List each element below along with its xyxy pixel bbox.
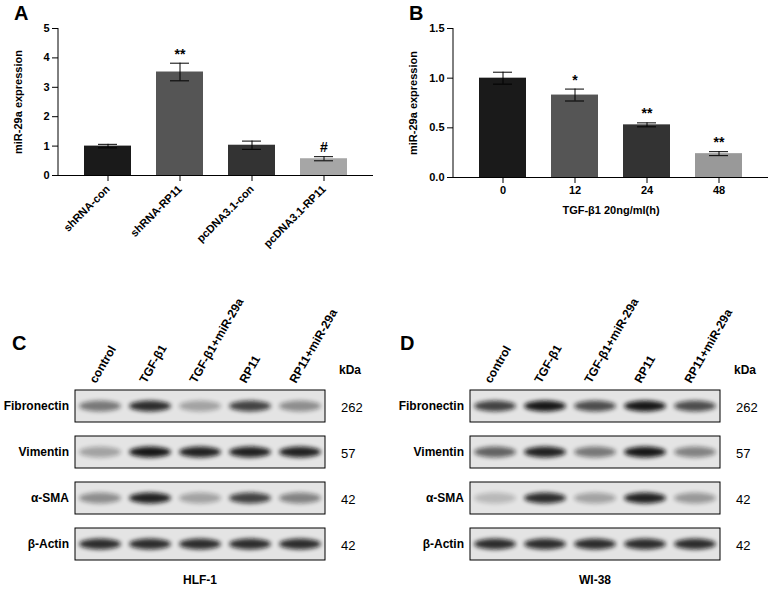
svg-text:48: 48: [713, 184, 725, 196]
svg-text:0: 0: [500, 184, 506, 196]
svg-text:24: 24: [641, 184, 654, 196]
svg-text:1.5: 1.5: [429, 22, 444, 34]
svg-text:1: 1: [43, 140, 49, 152]
svg-text:57: 57: [736, 446, 750, 461]
svg-text:**: **: [642, 105, 653, 121]
svg-text:Fibronectin: Fibronectin: [399, 399, 464, 413]
svg-text:miR-29a expression: miR-29a expression: [12, 50, 24, 154]
svg-text:shRNA-con: shRNA-con: [61, 183, 112, 234]
svg-text:RP11+miR-29a: RP11+miR-29a: [681, 306, 735, 385]
svg-text:262: 262: [736, 400, 758, 415]
svg-text:42: 42: [341, 492, 355, 507]
svg-text:3: 3: [43, 81, 49, 93]
svg-text:RP11+miR-29a: RP11+miR-29a: [286, 306, 340, 385]
svg-text:α-SMA: α-SMA: [426, 491, 464, 505]
svg-text:kDa: kDa: [339, 363, 361, 377]
svg-text:β-Actin: β-Actin: [28, 537, 69, 551]
svg-text:TGF-β1+miR-29a: TGF-β1+miR-29a: [186, 295, 246, 385]
svg-text:4: 4: [43, 51, 50, 63]
svg-text:pcDNA3.1-con: pcDNA3.1-con: [194, 183, 256, 245]
svg-text:1.0: 1.0: [429, 72, 444, 84]
svg-text:control: control: [481, 343, 513, 385]
svg-text:WI-38: WI-38: [579, 573, 611, 587]
svg-text:0.0: 0.0: [429, 171, 444, 183]
svg-text:α-SMA: α-SMA: [31, 491, 69, 505]
svg-text:2: 2: [43, 110, 49, 122]
svg-text:TGF-β1 20ng/ml(h): TGF-β1 20ng/ml(h): [562, 204, 659, 216]
svg-text:D: D: [400, 332, 414, 354]
svg-text:*: *: [572, 72, 578, 88]
svg-text:Fibronectin: Fibronectin: [4, 399, 69, 413]
svg-text:42: 42: [736, 492, 750, 507]
svg-text:TGF-β1+miR-29a: TGF-β1+miR-29a: [581, 295, 641, 385]
svg-text:pcDNA3.1-RP11: pcDNA3.1-RP11: [261, 183, 328, 250]
svg-text:0.5: 0.5: [429, 121, 444, 133]
svg-text:42: 42: [736, 538, 750, 553]
svg-text:0: 0: [43, 169, 49, 181]
svg-text:#: #: [320, 139, 328, 155]
svg-text:TGF-β1: TGF-β1: [531, 342, 564, 386]
html-text:B: B: [409, 2, 424, 24]
svg-text:5: 5: [43, 22, 49, 34]
svg-text:**: **: [175, 46, 186, 62]
svg-text:TGF-β1: TGF-β1: [136, 342, 169, 386]
svg-text:262: 262: [341, 400, 363, 415]
svg-text:Vimentin: Vimentin: [19, 445, 69, 459]
svg-text:kDa: kDa: [734, 363, 756, 377]
svg-text:12: 12: [569, 184, 581, 196]
html-text:A: A: [14, 2, 29, 24]
svg-text:RP11: RP11: [631, 353, 658, 386]
svg-text:RP11: RP11: [236, 353, 263, 386]
svg-text:**: **: [714, 134, 725, 150]
svg-text:Vimentin: Vimentin: [414, 445, 464, 459]
svg-text:57: 57: [341, 446, 355, 461]
svg-text:miR-29a expression: miR-29a expression: [407, 51, 419, 155]
svg-text:HLF-1: HLF-1: [183, 573, 217, 587]
svg-text:C: C: [12, 332, 26, 354]
svg-text:42: 42: [341, 538, 355, 553]
svg-text:β-Actin: β-Actin: [423, 537, 464, 551]
svg-text:control: control: [86, 343, 118, 385]
svg-text:shRNA-RP11: shRNA-RP11: [128, 183, 184, 239]
